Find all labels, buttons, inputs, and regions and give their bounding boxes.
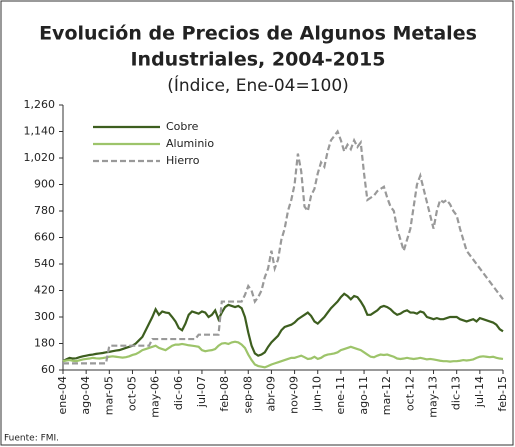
y-tick-label: 180	[34, 337, 55, 350]
x-tick-label: oct-05	[125, 376, 138, 411]
x-tick-label: jul-07	[195, 376, 208, 408]
series-line	[62, 292, 504, 363]
y-tick-label: 660	[34, 231, 55, 244]
y-tick-label: 540	[34, 257, 55, 270]
chart-title: Evolución de Precios de Algunos Metales	[39, 23, 477, 45]
y-tick-label: 300	[34, 310, 55, 323]
y-tick-label: 1,140	[24, 125, 56, 138]
y-tick-label: 420	[34, 284, 55, 297]
chart-title: Industriales, 2004-2015	[130, 49, 385, 71]
x-tick-label: jun-10	[311, 376, 324, 412]
x-tick-label: nov-09	[288, 376, 301, 414]
x-tick-label: may-06	[149, 376, 162, 418]
chart-subtitle: (Índice, Ene-04=100)	[167, 74, 349, 96]
y-tick-label: 60	[41, 363, 55, 376]
source: Fuente: FMI.	[4, 434, 59, 444]
y-tick-label: 1,260	[24, 98, 56, 111]
y-tick-label: 900	[34, 178, 55, 191]
x-tick-label: ene-04	[56, 376, 69, 414]
y-tick-label: 1,020	[24, 151, 56, 164]
x-tick-label: abr-09	[264, 376, 277, 412]
x-tick-label: ene-11	[334, 376, 347, 414]
series-line	[62, 340, 504, 369]
x-tick-label: mar-05	[102, 376, 115, 415]
x-tick-label: mar-12	[380, 376, 393, 415]
legend-label: Hierro	[166, 154, 200, 167]
legend-label: Aluminio	[166, 137, 214, 150]
series-line	[63, 129, 504, 365]
y-tick-label: 780	[34, 204, 55, 217]
x-tick-label: dic-13	[450, 376, 463, 410]
x-tick-label: ago-11	[357, 376, 370, 415]
x-tick-label: feb-15	[496, 376, 509, 412]
x-tick-label: ago-04	[79, 376, 92, 415]
legend-label: Cobre	[166, 120, 199, 133]
x-tick-label: feb-08	[218, 376, 231, 412]
x-tick-label: jul-14	[473, 376, 486, 408]
x-tick-label: sep-08	[241, 376, 254, 413]
x-tick-label: dic-06	[172, 376, 185, 410]
x-tick-label: oct-12	[403, 376, 416, 411]
x-tick-label: may-13	[427, 376, 440, 418]
